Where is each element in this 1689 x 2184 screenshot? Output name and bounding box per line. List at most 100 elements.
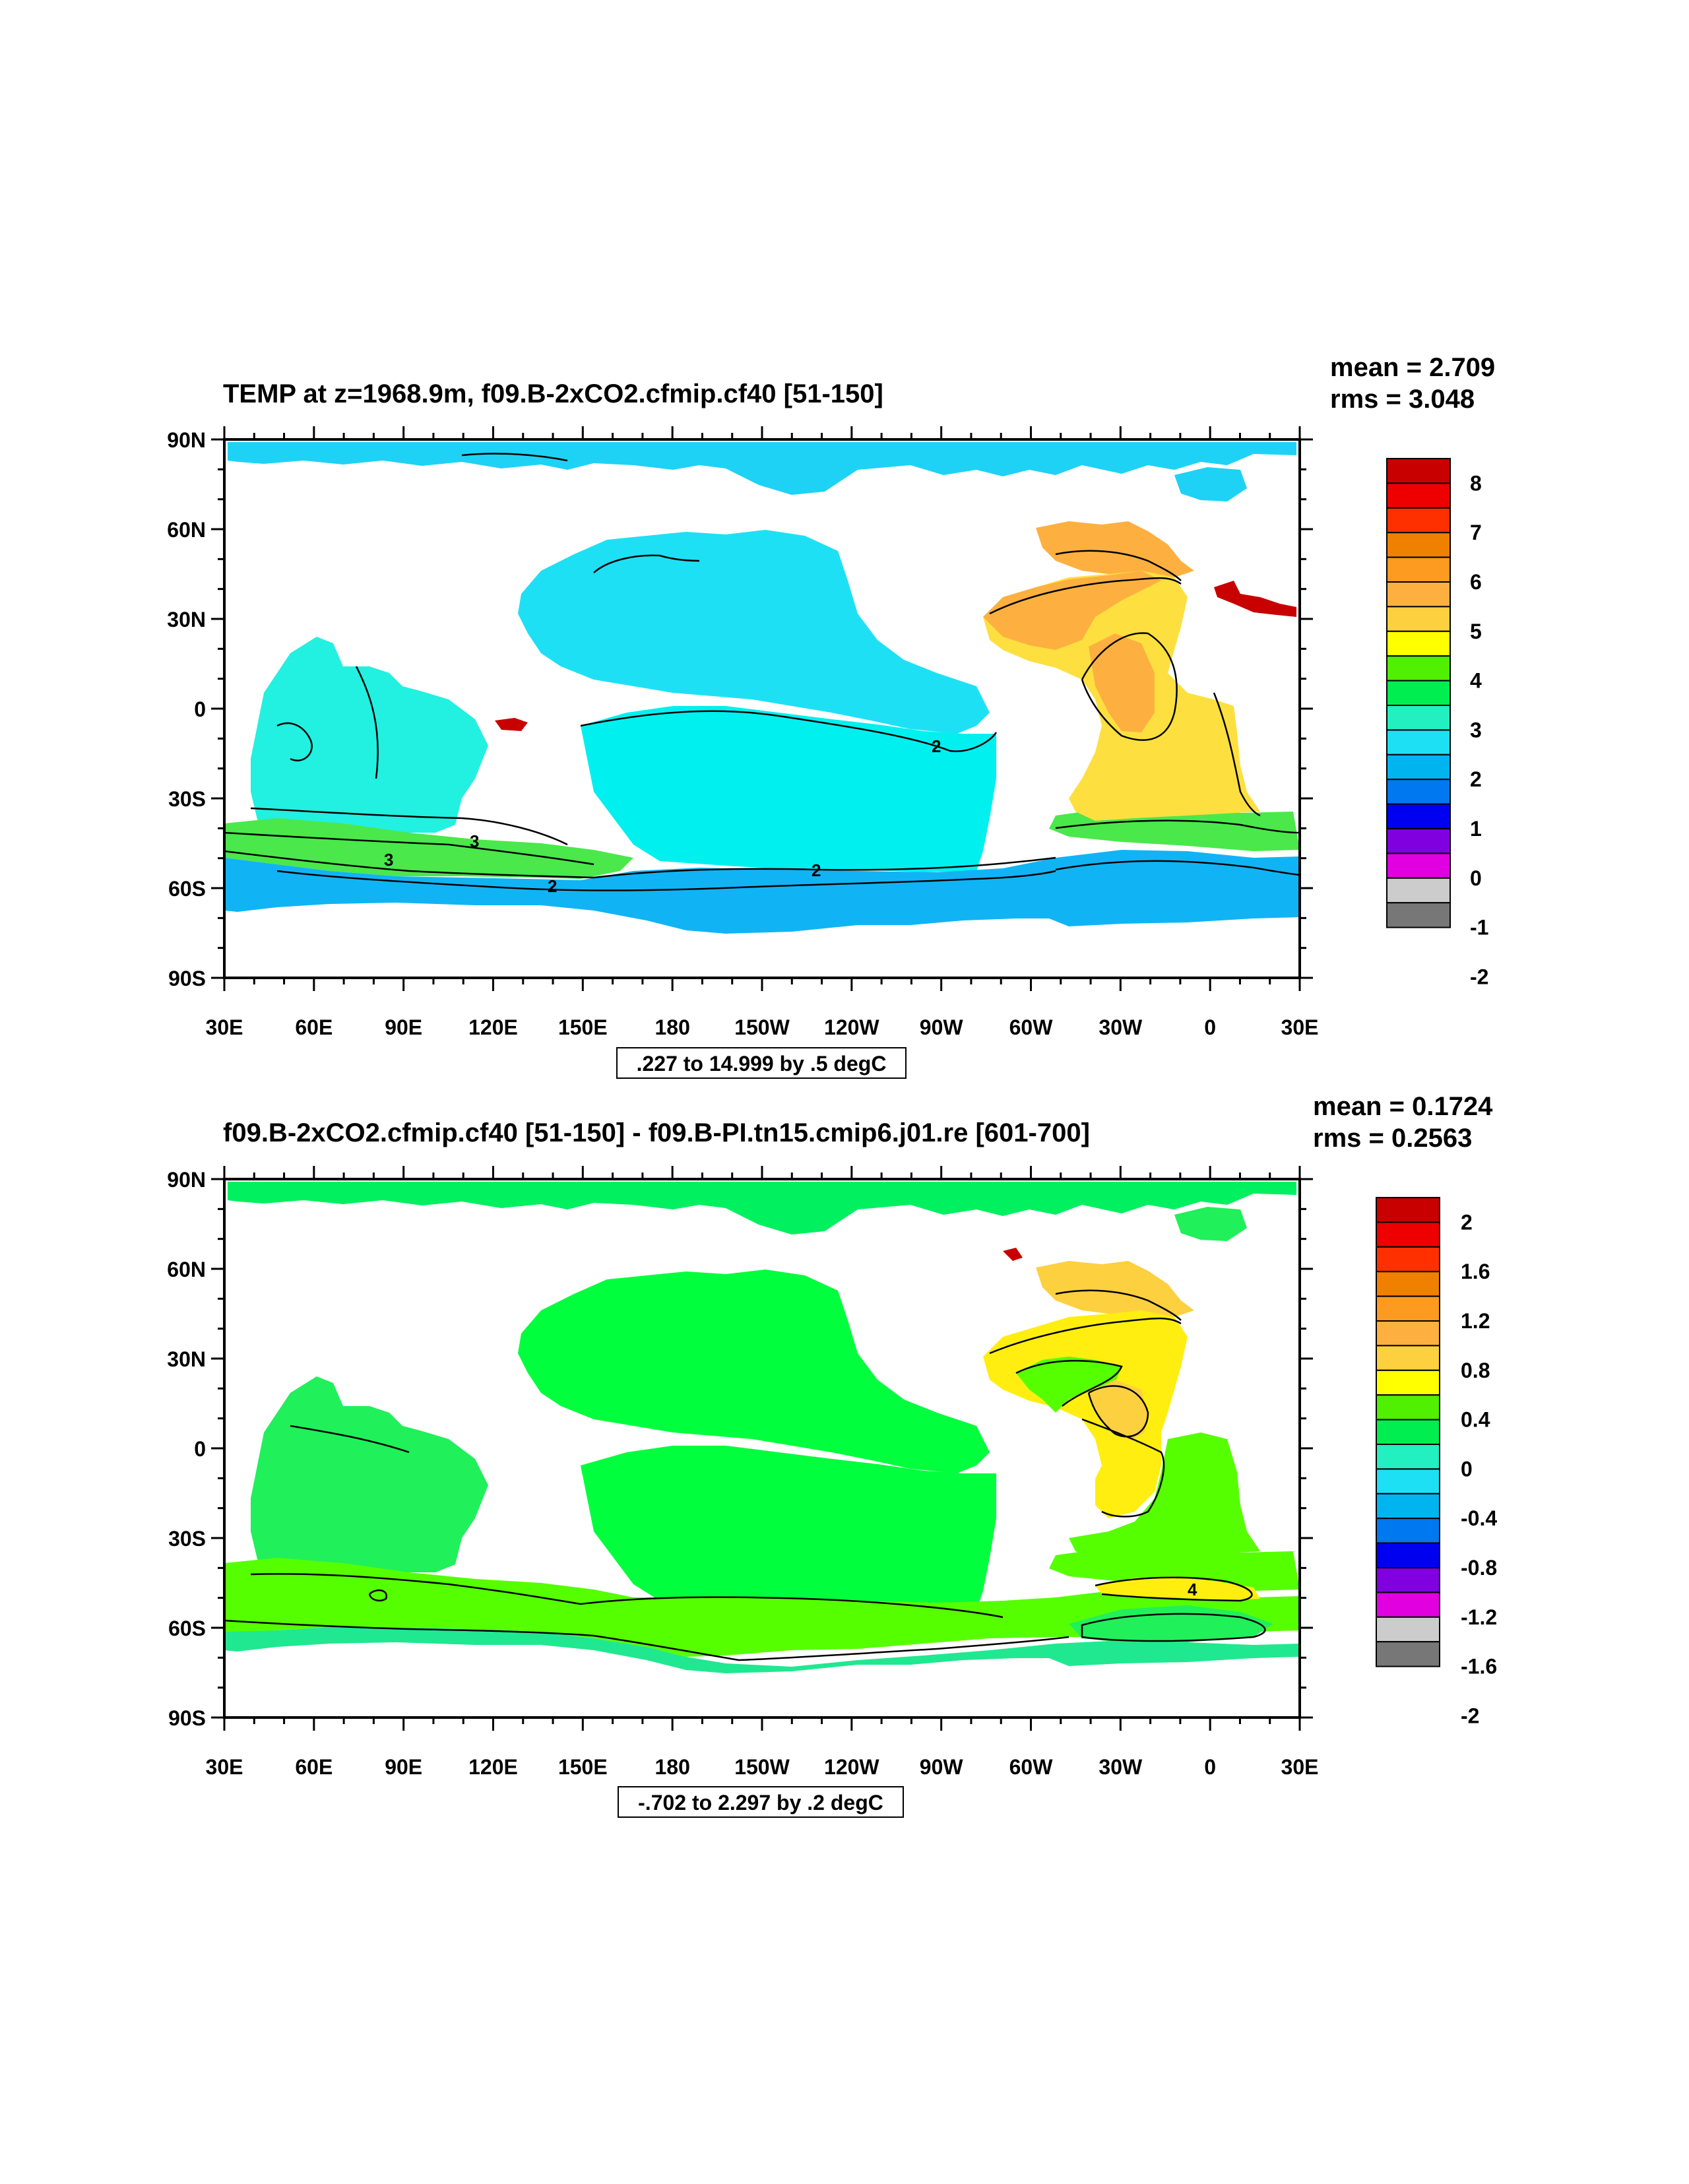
axis-ticks [211,426,1313,991]
lon-label: 90E [385,1755,422,1779]
map-field: 4 [224,1182,1300,1673]
contour-line [580,710,998,752]
contour-line [1081,1418,1165,1518]
contour-line [1055,550,1182,581]
arctic-ocean-region [228,1182,1296,1235]
colorbar-label: 1.6 [1461,1260,1490,1283]
contour-line [224,850,1056,879]
red-sea-region [1003,1248,1023,1261]
contour-label: 3 [384,850,393,870]
arctic-ocean-region [228,442,1296,495]
colorbar-label: 1 [1470,817,1482,841]
contour-line [1087,1385,1149,1438]
colorbar-swatch [1386,705,1451,731]
lon-label: 150E [558,1755,608,1779]
contour-line [250,1573,1004,1619]
lon-axis-labels: 30E 60E 90E 120E 150E 180 150W 120W 90W 60W 30W 0 30… [206,1015,1319,1039]
colorbar-swatch [1376,1419,1440,1446]
colorbar-label: 0 [1470,866,1482,890]
contour-line [1081,632,1178,741]
lat-label: 0 [194,697,206,721]
lon-label: 90E [385,1015,422,1039]
colorbar-swatch [1376,1246,1440,1273]
colorbar-label: 8 [1470,471,1482,495]
lon-label: 0 [1204,1015,1216,1039]
colorbar-swatch [1376,1394,1440,1421]
lat-label: 30S [168,1527,206,1551]
lat-label: 30S [168,787,206,811]
colorbar-swatch [1386,507,1451,534]
colorbar-swatch [1386,729,1451,755]
map-title: f09.B-2xCO2.cfmip.cf40 [51-150] - f09.B-… [223,1118,1090,1147]
lon-label: 180 [654,1015,689,1039]
subpolar-north-atlantic [1036,1261,1194,1317]
colorbar-swatch [1376,1518,1440,1544]
atlantic-warm-core-south [1089,633,1155,732]
south-pacific-region [581,706,996,872]
lat-axis-labels: 90N 60N 30N 0 30S 60S 90S [167,1168,206,1730]
lon-label: 60W [1009,1015,1054,1039]
lat-label: 30N [167,608,206,631]
colorbar-label: -1.6 [1461,1655,1497,1679]
colorbar-swatch [1386,877,1451,904]
colorbar-swatch [1386,655,1451,682]
contour-line [224,831,594,866]
south-pacific-region [581,1446,996,1612]
colorbar-label: 4 [1470,669,1482,693]
colorbar-swatch [1386,828,1451,854]
colorbar-label: 5 [1470,620,1482,643]
circumpolar-region [224,850,1300,934]
contour-line [989,577,1182,615]
contour-line [593,554,700,573]
colorbar-swatch [1386,482,1451,509]
colorbar-label: 1.2 [1461,1309,1490,1333]
contour-line [1055,819,1300,834]
lon-label: 60W [1009,1755,1054,1779]
atlantic-basin-region [983,1307,1188,1518]
circumpolar-region [224,1627,1300,1673]
lat-label: 90N [167,1168,206,1192]
lon-axis-labels: 30E 60E 90E 120E 150E 180 150W 120W 90W 60W 30W 0 30… [206,1755,1319,1779]
contour-line [276,870,1056,891]
colorbar-label: 0 [1461,1457,1473,1481]
atlantic-warm-core [983,571,1161,650]
lon-label: 0 [1204,1755,1216,1779]
colorbar-swatch [1376,1197,1440,1223]
mean-value: mean = 2.709 [1330,353,1495,382]
range-caption-box [618,1786,904,1818]
contour-label: 3 [470,831,479,851]
axis-ticks [211,1166,1313,1731]
contour-line [224,1619,1069,1661]
colorbar: 2 1.6 1.2 0.8 0.4 0 -0.4 -0.8 -1.2 -1.6 -2 [1376,1197,1497,1727]
colorbar-swatch [1376,1641,1440,1667]
lon-label: 30E [1281,1755,1319,1779]
atlantic-warm-core [1089,1380,1148,1440]
lon-label: 90W [920,1755,964,1779]
contour-line [1081,1613,1266,1642]
colorbar-swatch [1386,532,1451,558]
colorbar-swatch [1386,779,1451,805]
lon-label: 30E [1281,1015,1319,1039]
atlantic-east-region [1069,1432,1260,1560]
contour-label: 2 [932,736,941,756]
colorbar: 8 7 6 5 4 3 2 1 0 -1 -2 [1386,458,1488,988]
contour-line [355,666,379,779]
colorbar-swatch [1376,1444,1440,1470]
colorbar-swatch [1376,1616,1440,1643]
colorbar-swatch [1386,556,1451,583]
contour-label: 4 [1188,1580,1197,1599]
contour-label: 2 [812,860,821,880]
colorbar-label: -0.4 [1461,1506,1497,1530]
colorbar-label: 0.8 [1461,1359,1490,1382]
colorbar-swatch [1386,754,1451,781]
lon-label: 150E [558,1015,608,1039]
contour-line [250,807,568,846]
map-panel-top: TEMP at z=1968.9m, f09.B-2xCO2.cfmip.cf4… [167,353,1495,1079]
north-pacific-region [518,530,990,734]
mean-value: mean = 0.1724 [1313,1092,1493,1121]
colorbar-swatch [1376,1591,1440,1618]
rms-value: rms = 0.2563 [1313,1124,1472,1153]
lat-label: 30N [167,1347,206,1371]
contour-line [1055,1289,1182,1321]
map-title: TEMP at z=1968.9m, f09.B-2xCO2.cfmip.cf4… [223,379,883,408]
